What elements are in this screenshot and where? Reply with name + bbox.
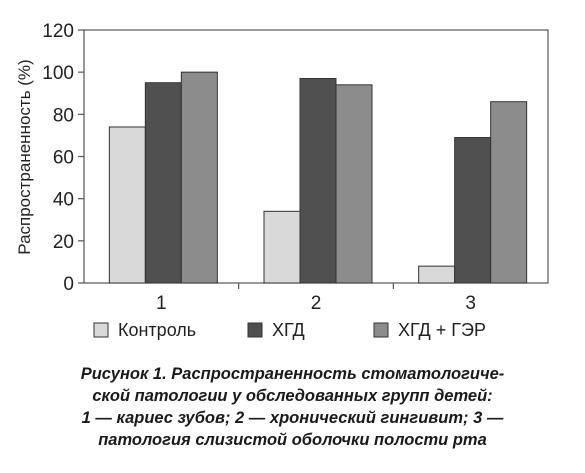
y-tick-label: 120 [42, 21, 74, 42]
caption-line-3: 1 — кариес зубов; 2 — хронический гингив… [81, 409, 504, 427]
y-tick-label: 0 [63, 274, 74, 295]
y-tick-label: 20 [53, 232, 74, 253]
bar-series-3-cat-3 [490, 101, 528, 284]
legend-swatch-3 [373, 322, 389, 338]
bar-series-2-cat-3 [454, 137, 492, 284]
bar-series-3-cat-2 [335, 84, 373, 284]
bar-series-1-cat-2 [263, 210, 301, 284]
y-tick-label: 80 [53, 105, 74, 126]
legend-label-3: ХГД + ГЭР [398, 320, 486, 340]
bar-series-1-cat-3 [418, 265, 456, 284]
caption-line-1: Рисунок 1. Распространенность стоматолог… [80, 365, 505, 383]
legend-label-2: ХГД [272, 320, 305, 340]
y-tick-label: 40 [53, 190, 74, 211]
bar-series-1-cat-1 [108, 126, 146, 284]
caption-line-2: ской патологии у обследованных групп дет… [92, 387, 493, 405]
x-tick-label: 1 [156, 293, 167, 314]
figure-caption: Рисунок 1. Распространенность стоматолог… [10, 363, 575, 451]
chart-legend: Контроль ХГД ХГД + ГЭР [93, 320, 486, 340]
legend-swatch-2 [247, 322, 263, 338]
legend-label-1: Контроль [118, 320, 196, 340]
bar-series-2-cat-2 [299, 77, 337, 284]
chart-bars [108, 71, 528, 284]
y-tick-label: 100 [42, 63, 74, 84]
legend-swatch-1 [93, 322, 109, 338]
caption-line-4: патология слизистой оболочки полости рта [98, 431, 487, 449]
x-tick-label: 2 [311, 293, 322, 314]
bar-series-2-cat-1 [144, 82, 182, 284]
y-tick-label: 60 [53, 148, 74, 169]
bar-series-3-cat-1 [180, 71, 218, 284]
y-axis-title: Распространенность (%) [15, 59, 34, 254]
chart-tick-labels: 0 20 40 60 80 100 120 1 2 3 [42, 21, 476, 314]
x-tick-label: 3 [465, 293, 476, 314]
